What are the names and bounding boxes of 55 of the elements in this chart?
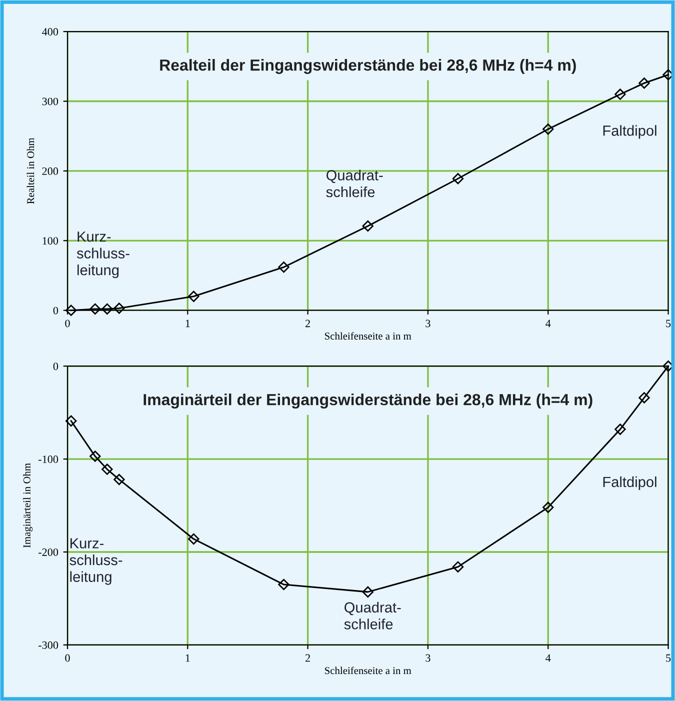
x-tick-label: 4 [546, 320, 551, 328]
point [638, 78, 650, 89]
y-tick-label: 0 [53, 362, 58, 370]
point [452, 561, 464, 572]
x-tick-label: 0 [65, 654, 70, 662]
annotation: Quadrat- schleife [326, 170, 383, 198]
point [66, 304, 77, 316]
y-axis-title: Realteil in Ohm [26, 138, 34, 204]
annotation: Quadrat- schleife [344, 602, 401, 630]
point [66, 415, 77, 427]
point [278, 262, 290, 273]
point [114, 474, 125, 486]
y-tick-label: -300 [38, 641, 58, 649]
point [102, 464, 113, 475]
point [362, 220, 374, 232]
point [90, 303, 101, 315]
point [188, 290, 200, 302]
x-tick-label: 5 [666, 320, 671, 328]
point [542, 124, 554, 135]
point [614, 88, 626, 100]
x-tick-label: 4 [546, 654, 551, 662]
point [614, 424, 626, 435]
point [278, 578, 290, 590]
point [452, 173, 464, 184]
x-axis-title: Schleifenseite a in m [325, 666, 412, 674]
point [90, 450, 101, 462]
x-tick-label: 2 [306, 654, 310, 662]
y-tick-label: 100 [42, 237, 58, 245]
x-tick-label: 3 [426, 320, 430, 328]
x-axis-title: Schleifenseite a in m [325, 332, 412, 340]
x-tick-label: 3 [426, 654, 430, 662]
annotation: Kurz- schluss- leitung [70, 538, 122, 585]
y-axis-title: Imaginärteil in Ohm [23, 463, 33, 548]
x-tick-label: 1 [186, 320, 190, 328]
y-tick-label: 200 [42, 167, 58, 175]
point [188, 533, 200, 545]
y-tick-label: -100 [38, 456, 58, 464]
point [102, 303, 113, 315]
point [362, 586, 374, 598]
y-tick-label: 0 [53, 306, 58, 314]
point [114, 302, 125, 314]
text: Imaginärteil der Eingangswiderstände bei 28,6 MHz (h=4 m) [144, 394, 592, 409]
x-tick-label: 1 [186, 654, 190, 662]
text: Realteil der Eingangswiderstände bei 28,6 MHz (h=4 m) [160, 59, 576, 74]
y-tick-label: -200 [38, 548, 58, 556]
annotation: Kurz- schluss- leitung [76, 232, 130, 278]
y-tick-label: 400 [42, 28, 58, 36]
annotation: Faltdipol [603, 125, 656, 139]
x-tick-label: 0 [65, 320, 70, 328]
y-tick-label: 300 [42, 98, 58, 106]
annotation: Faltdipol [603, 476, 656, 490]
point [638, 392, 650, 404]
point [542, 502, 554, 513]
x-tick-label: 2 [306, 320, 310, 328]
x-tick-label: 5 [666, 654, 671, 662]
